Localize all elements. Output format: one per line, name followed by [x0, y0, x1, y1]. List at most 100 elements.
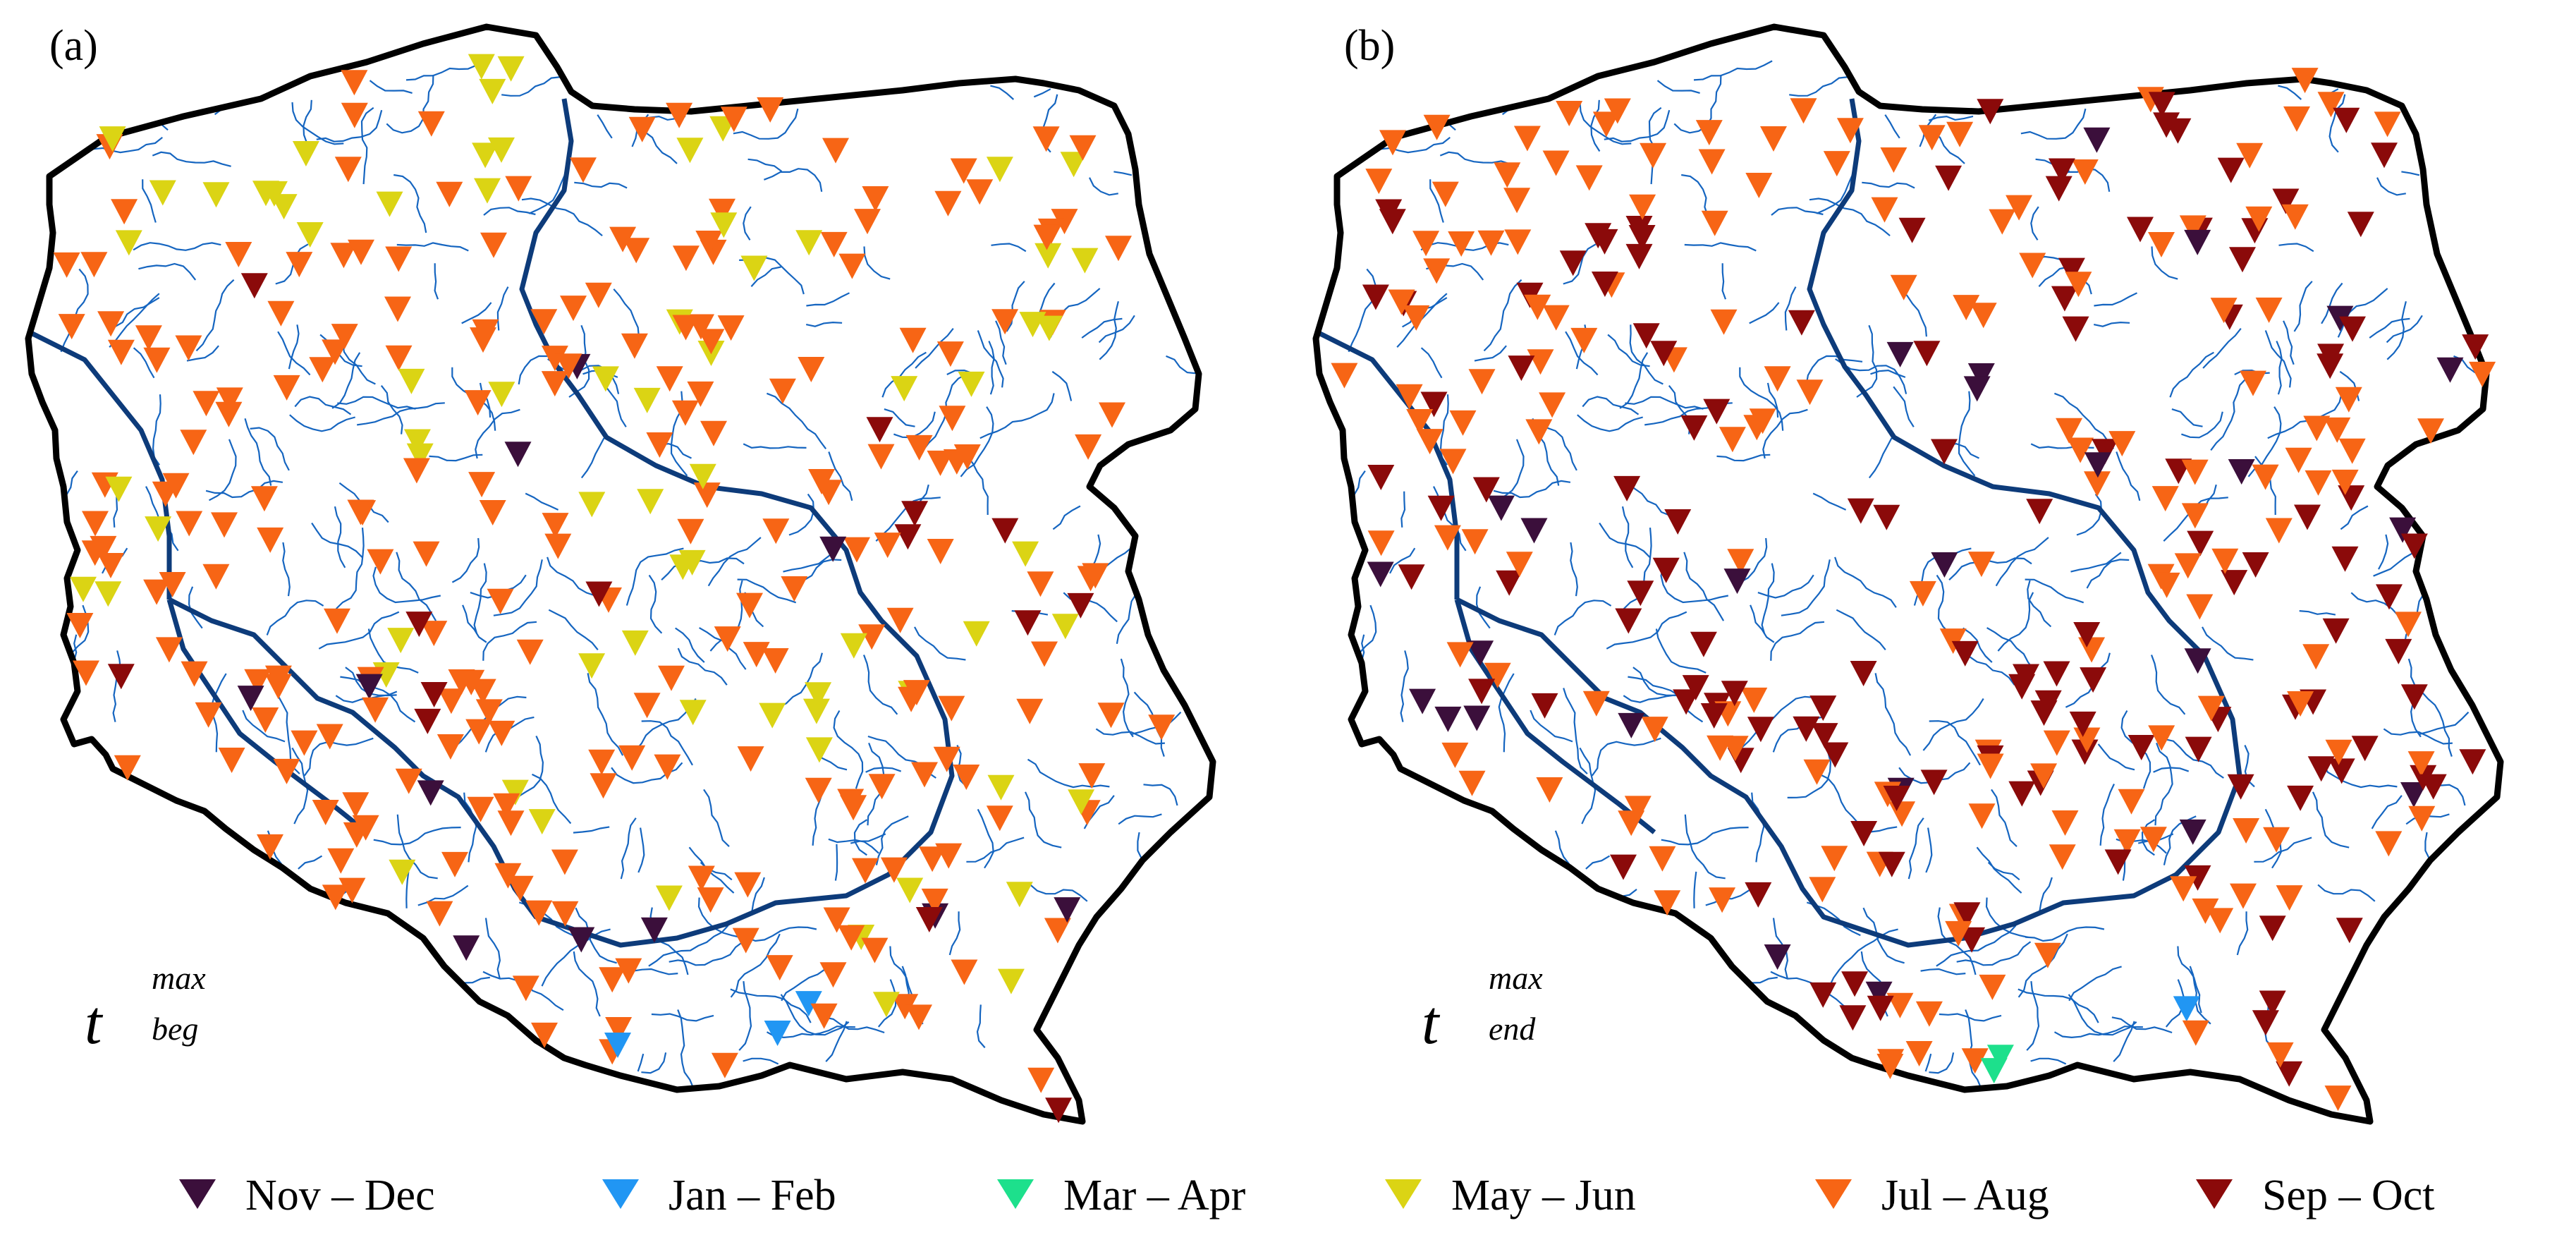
- station-marker: [762, 518, 790, 545]
- tributary-river: [2018, 933, 2068, 998]
- station-marker: [1836, 118, 1864, 144]
- station-marker: [1650, 341, 1678, 367]
- station-marker: [90, 535, 117, 561]
- tributary-river: [1683, 552, 1725, 621]
- station-marker: [342, 792, 370, 818]
- station-marker: [1654, 890, 1681, 916]
- tributary-river: [475, 408, 520, 459]
- station-marker: [592, 366, 619, 392]
- station-marker: [838, 253, 866, 279]
- station-marker: [291, 730, 318, 756]
- tributary-river: [360, 107, 374, 185]
- tributary-river: [1623, 528, 1652, 609]
- station-marker: [1071, 248, 1099, 274]
- station-marker: [1331, 363, 1358, 389]
- station-marker: [1695, 120, 1723, 146]
- tributary-river: [311, 522, 363, 559]
- legend: Nov – Dec Jan – Feb Mar – Apr May – Jun …: [0, 1150, 2576, 1234]
- tributary-river: [1591, 737, 1661, 777]
- map-svg-b: [1312, 23, 2504, 1125]
- station-marker: [915, 907, 943, 932]
- station-marker: [2266, 1042, 2294, 1068]
- tributary-river: [133, 242, 221, 251]
- tributary-river: [1137, 832, 1143, 860]
- station-marker: [105, 476, 133, 502]
- tributary-river: [637, 827, 645, 873]
- station-marker: [1839, 1005, 1867, 1031]
- station-marker: [114, 755, 141, 781]
- tributary-river: [1929, 1052, 1955, 1074]
- tributary-river: [1868, 437, 1893, 479]
- tributary-river: [473, 563, 487, 634]
- station-marker: [406, 443, 434, 469]
- poland-border-a: [25, 23, 1216, 1125]
- tributary-river: [393, 174, 427, 233]
- station-marker: [497, 56, 525, 82]
- station-marker: [819, 536, 847, 562]
- station-marker: [181, 661, 208, 687]
- station-marker: [2118, 789, 2145, 815]
- tributary-river: [1348, 268, 1376, 353]
- station-marker: [896, 877, 924, 904]
- station-marker: [1951, 640, 1979, 667]
- variable-superscript: max: [1489, 960, 1543, 996]
- station-marker: [135, 325, 162, 351]
- station-marker: [672, 245, 700, 272]
- tributary-river: [747, 158, 783, 172]
- tributary-river: [1693, 871, 1697, 908]
- tributary-river: [417, 884, 469, 906]
- station-marker: [327, 848, 355, 874]
- tributary-river: [1770, 621, 1825, 661]
- station-marker: [403, 429, 431, 455]
- station-marker: [921, 888, 948, 914]
- station-marker: [1412, 231, 1440, 257]
- station-marker: [175, 335, 202, 361]
- station-marker: [2184, 648, 2211, 674]
- tributary-river: [1599, 522, 1651, 559]
- station-marker: [1989, 209, 2016, 235]
- station-marker: [843, 537, 870, 563]
- station-marker: [1099, 402, 1125, 428]
- station-marker: [2092, 439, 2119, 465]
- station-marker: [1850, 821, 1878, 846]
- station-marker: [1886, 992, 1914, 1018]
- station-marker: [936, 341, 964, 367]
- station-marker: [1441, 742, 1469, 768]
- tributary-river: [1874, 673, 1912, 756]
- station-marker: [795, 991, 822, 1017]
- station-marker: [2078, 637, 2106, 663]
- tributary-river: [482, 621, 537, 661]
- tributary-river: [357, 402, 445, 426]
- tributary-river: [1705, 884, 1757, 906]
- station-marker: [472, 319, 499, 345]
- station-marker: [2287, 691, 2314, 717]
- station-marker: [2263, 827, 2290, 853]
- tributary-river: [1120, 658, 1134, 738]
- station-marker: [145, 516, 172, 542]
- station-marker: [252, 181, 279, 207]
- tributary-river: [1761, 563, 1775, 634]
- station-marker: [73, 660, 99, 686]
- tributary-river: [2350, 592, 2405, 623]
- station-marker: [1556, 101, 1583, 126]
- station-marker: [1701, 210, 1728, 236]
- tributary-river: [152, 394, 161, 466]
- tributary-river: [405, 871, 410, 908]
- tributary-river: [914, 626, 966, 661]
- tributary-river: [850, 833, 886, 844]
- downward-triangle-icon: [602, 1179, 639, 1209]
- station-marker: [82, 511, 109, 537]
- tributary-river: [2027, 580, 2052, 628]
- station-marker: [257, 527, 284, 553]
- tributary-river: [334, 506, 346, 568]
- station-marker: [1406, 409, 1434, 434]
- station-marker: [2151, 486, 2179, 512]
- station-marker: [420, 621, 448, 647]
- station-marker: [2184, 229, 2211, 255]
- tributary-river: [463, 976, 490, 984]
- station-marker: [1664, 509, 1692, 535]
- station-marker: [805, 777, 832, 803]
- station-marker: [70, 576, 97, 602]
- tributary-river: [1577, 414, 1643, 432]
- station-marker: [244, 669, 271, 695]
